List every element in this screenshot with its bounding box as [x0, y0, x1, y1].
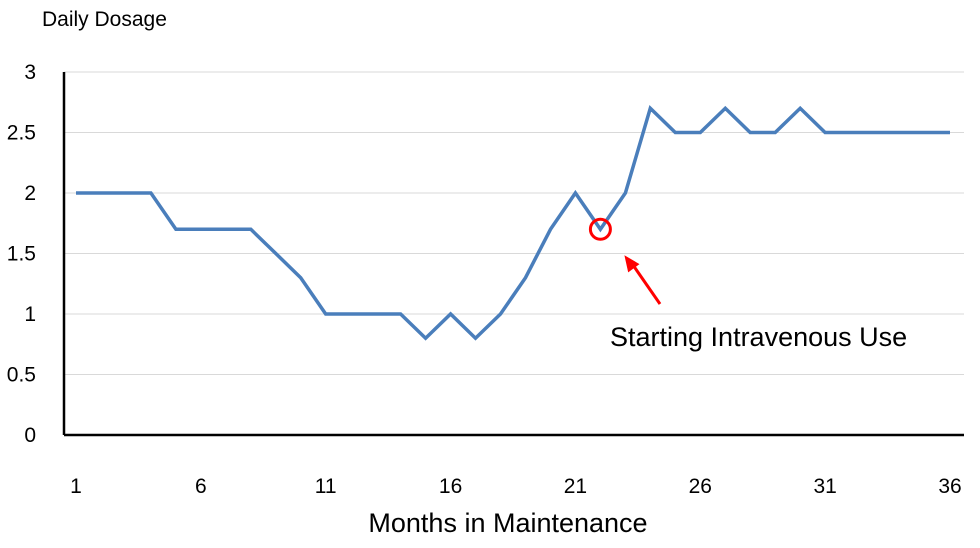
- gridlines: [64, 71, 964, 375]
- x-axis-label: Months in Maintenance: [368, 508, 647, 538]
- x-tick-label: 26: [689, 475, 712, 498]
- x-tick-label: 6: [195, 475, 207, 498]
- y-tick-labels: 0 0.5 1 1.5 2 2.5 3: [7, 61, 36, 447]
- annotation-circle: [588, 217, 612, 241]
- x-tick-label: 31: [813, 475, 836, 498]
- x-tick-label: 11: [315, 475, 337, 498]
- y-tick-label: 1: [24, 303, 36, 326]
- y-tick-label: 1.5: [7, 243, 36, 266]
- x-tick-label: 21: [564, 475, 587, 498]
- x-tick-label: 16: [439, 475, 462, 498]
- annotation-arrowhead: [624, 255, 640, 273]
- dosage-series-line: [76, 105, 950, 341]
- y-tick-label: 3: [24, 61, 36, 84]
- x-tick-labels: 1 6 11 16 21 26 31 36: [70, 475, 962, 498]
- x-tick-label: 36: [938, 475, 961, 498]
- y-tick-label: 2: [24, 182, 36, 205]
- y-axis-label: Daily Dosage: [42, 8, 167, 31]
- y-tick-label: 2.5: [7, 122, 36, 145]
- x-tick-label: 1: [70, 475, 82, 498]
- annotation-text: Starting Intravenous Use: [610, 322, 907, 352]
- y-tick-label: 0: [24, 424, 36, 447]
- annotation-arrow: [629, 260, 662, 305]
- y-tick-label: 0.5: [7, 364, 36, 387]
